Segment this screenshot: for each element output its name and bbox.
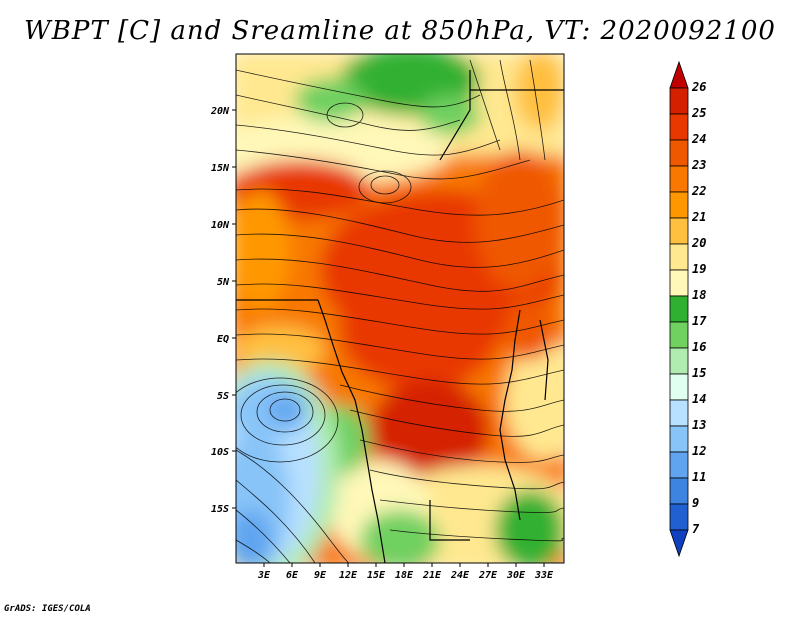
colorbar-label: 7: [692, 522, 700, 536]
lon-label: 12E: [339, 570, 358, 581]
lat-label: 20N: [210, 106, 230, 117]
colorbar-segment: [669, 451, 689, 479]
lon-label: 27E: [478, 570, 498, 581]
lat-label: 5N: [217, 277, 230, 288]
colorbar-segment: [669, 295, 689, 323]
colorbar-label: 9: [692, 496, 699, 510]
colorbar-label: 14: [692, 392, 706, 406]
lat-label: EQ: [217, 334, 229, 345]
colorbar-segment: [669, 269, 689, 297]
lon-label: 6E: [286, 570, 299, 581]
colorbar-label: 19: [692, 262, 706, 276]
lon-label: 9E: [314, 570, 327, 581]
lat-label: 10N: [211, 220, 230, 231]
lat-label: 10S: [211, 447, 229, 458]
lat-label: 15S: [211, 504, 229, 515]
colorbar-label: 12: [692, 444, 706, 458]
colorbar-label: 17: [692, 314, 707, 328]
colorbar-segment: [669, 87, 689, 115]
colorbar-segment: [669, 321, 689, 349]
colorbar-segment: [669, 139, 689, 167]
streamlines: [236, 59, 564, 563]
colorbar-segment: [669, 373, 689, 401]
lon-label: 21E: [422, 570, 442, 581]
coastlines: [236, 70, 564, 563]
lon-label: 33E: [534, 570, 554, 581]
lon-label: 3E: [257, 570, 271, 581]
colorbar-label: 26: [691, 80, 706, 94]
colorbar-label: 22: [691, 184, 706, 198]
lat-label: 5S: [217, 391, 229, 402]
lon-label: 15E: [367, 570, 386, 581]
colorbar-segment: [669, 165, 689, 193]
lat-label: 15N: [211, 163, 230, 174]
chart-title: WBPT [C] and Sreamline at 850hPa, VT: 20…: [24, 16, 776, 46]
colorbar-label: 11: [692, 470, 706, 484]
colorbar-segment: [669, 113, 689, 141]
lon-label: 24E: [450, 570, 470, 581]
colorbar-label: 18: [692, 288, 706, 302]
colorbar-label: 16: [692, 340, 706, 354]
colorbar-segment: [669, 60, 689, 89]
colorbar-label: 24: [691, 132, 706, 146]
colorbar-label: 20: [691, 236, 706, 250]
lon-label: 18E: [395, 570, 414, 581]
grads-credit: GrADS: IGES/COLA: [4, 604, 91, 614]
colorbar-label: 15: [692, 366, 706, 380]
colorbar-segment: [669, 243, 689, 271]
colorbar-label: 25: [691, 106, 706, 120]
colorbar-segment: [669, 399, 689, 427]
colorbar-segment: [669, 191, 689, 219]
colorbar-label: 23: [691, 158, 706, 172]
colorbar-segment: [669, 503, 689, 531]
colorbar-segment: [669, 477, 689, 505]
colorbar-segment: [669, 425, 689, 453]
axis-ticks: [232, 109, 545, 567]
wbpt-field: [236, 54, 564, 563]
lon-label: 30E: [506, 570, 526, 581]
map-frame: [235, 53, 565, 564]
colorbar-segment: [669, 217, 689, 245]
colorbar-label: 13: [692, 418, 706, 432]
colorbar-segment: [669, 347, 689, 375]
colorbar-label: 21: [691, 210, 706, 224]
colorbar-segment: [669, 529, 689, 558]
